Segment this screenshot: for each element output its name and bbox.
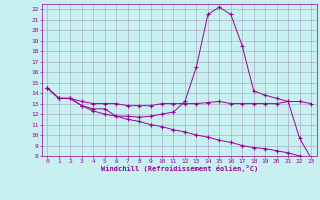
X-axis label: Windchill (Refroidissement éolien,°C): Windchill (Refroidissement éolien,°C) xyxy=(100,165,258,172)
